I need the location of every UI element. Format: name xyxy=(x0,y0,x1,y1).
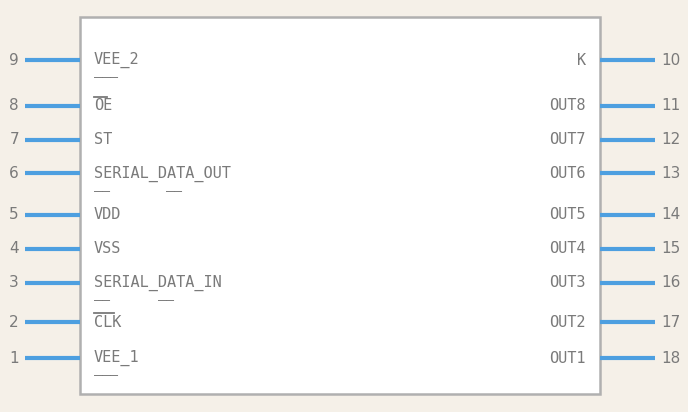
Text: 18: 18 xyxy=(661,351,680,366)
Text: OUT7: OUT7 xyxy=(550,132,586,147)
Text: 2: 2 xyxy=(10,315,19,330)
Text: 3: 3 xyxy=(9,275,19,290)
Text: OUT5: OUT5 xyxy=(550,207,586,222)
Text: 4: 4 xyxy=(10,241,19,256)
Text: 9: 9 xyxy=(9,53,19,68)
Text: VEE_2: VEE_2 xyxy=(94,52,140,68)
Text: SERIAL_DATA_IN: SERIAL_DATA_IN xyxy=(94,275,222,291)
Text: ST: ST xyxy=(94,132,112,147)
Text: 10: 10 xyxy=(661,53,680,68)
Text: 12: 12 xyxy=(661,132,680,147)
Text: K: K xyxy=(577,53,586,68)
Text: OE: OE xyxy=(94,98,112,113)
Text: 1: 1 xyxy=(10,351,19,366)
Text: 5: 5 xyxy=(10,207,19,222)
Text: 14: 14 xyxy=(661,207,680,222)
Text: CLK: CLK xyxy=(94,315,121,330)
Text: OUT2: OUT2 xyxy=(550,315,586,330)
Text: OUT3: OUT3 xyxy=(550,275,586,290)
Text: OUT8: OUT8 xyxy=(550,98,586,113)
Text: __      __: __ __ xyxy=(94,287,174,300)
Text: ___: ___ xyxy=(94,363,118,376)
Text: OUT4: OUT4 xyxy=(550,241,586,256)
Bar xyxy=(80,17,600,394)
Text: SERIAL_DATA_OUT: SERIAL_DATA_OUT xyxy=(94,165,231,182)
Text: 13: 13 xyxy=(661,166,680,181)
Text: 17: 17 xyxy=(661,315,680,330)
Text: VEE_1: VEE_1 xyxy=(94,350,140,366)
Text: 8: 8 xyxy=(10,98,19,113)
Text: OUT1: OUT1 xyxy=(550,351,586,366)
Text: 11: 11 xyxy=(661,98,680,113)
Text: 6: 6 xyxy=(9,166,19,181)
Text: 7: 7 xyxy=(10,132,19,147)
Text: ___: ___ xyxy=(94,65,118,78)
Text: VDD: VDD xyxy=(94,207,121,222)
Text: 16: 16 xyxy=(661,275,680,290)
Text: VSS: VSS xyxy=(94,241,121,256)
Text: __       __: __ __ xyxy=(94,178,182,191)
Text: 15: 15 xyxy=(661,241,680,256)
Text: OUT6: OUT6 xyxy=(550,166,586,181)
